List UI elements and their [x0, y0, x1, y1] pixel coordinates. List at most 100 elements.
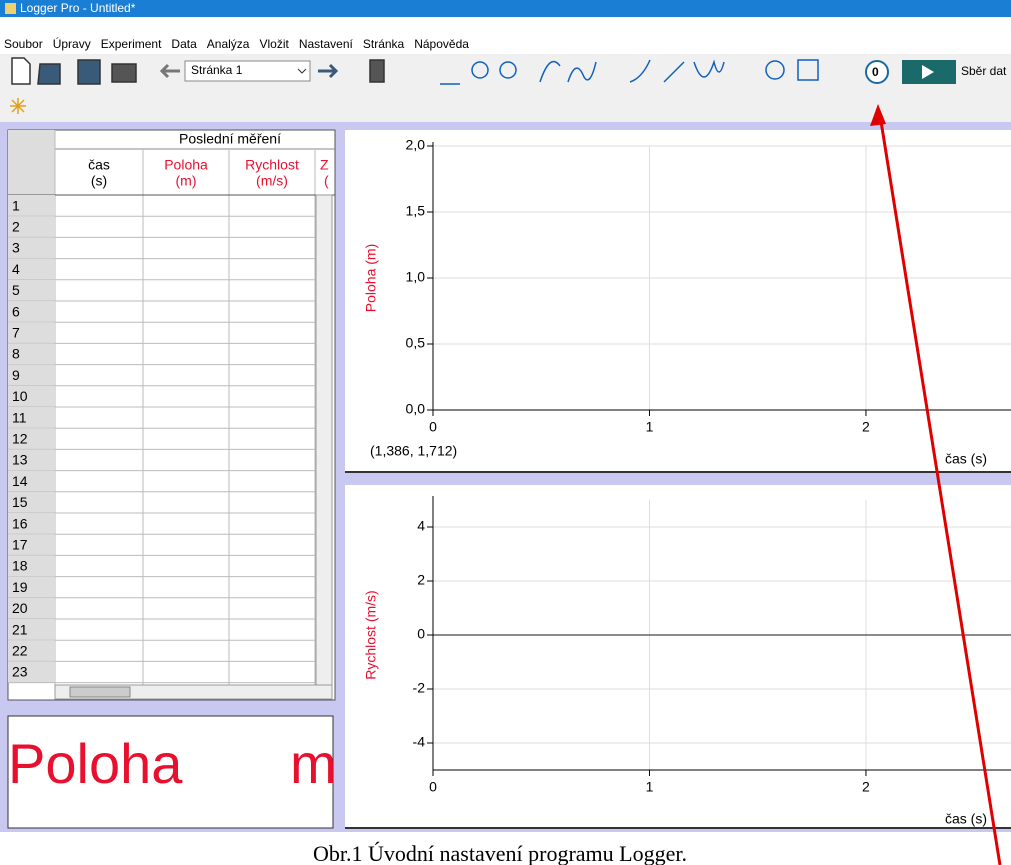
row-number: 9 [12, 367, 20, 383]
menu-item[interactable]: Soubor [4, 37, 43, 51]
row-header [8, 343, 55, 365]
row-number: 16 [12, 515, 28, 531]
row-number: 3 [12, 240, 20, 256]
x-tick-label: 2 [862, 419, 870, 435]
menu-item[interactable]: Nastavení [299, 37, 354, 51]
title-bar [0, 0, 1011, 17]
y-tick-label: 0,5 [406, 335, 426, 351]
y-tick-label: -2 [413, 680, 426, 696]
row-header [8, 513, 55, 535]
column-name: čas [88, 157, 110, 173]
y-tick-label: 2 [417, 572, 425, 588]
menu-item[interactable]: Úpravy [53, 36, 91, 51]
x-tick-label: 2 [862, 779, 870, 795]
graph-panel [345, 485, 1011, 828]
row-header [8, 534, 55, 556]
x-tick-label: 1 [646, 419, 654, 435]
column-name: Z [320, 157, 329, 173]
column-unit: ( [324, 173, 329, 189]
x-axis-label: čas (s) [945, 451, 987, 467]
row-header [8, 322, 55, 344]
row-header [8, 279, 55, 301]
x-tick-label: 0 [429, 779, 437, 795]
x-tick-label: 0 [429, 419, 437, 435]
column-name: Poloha [164, 157, 208, 173]
row-number: 21 [12, 621, 28, 637]
row-number: 4 [12, 261, 20, 277]
y-tick-label: 1,5 [406, 203, 426, 219]
document-area [0, 832, 1011, 865]
caption: Obr.1 Úvodní nastavení programu Logger. [313, 841, 687, 865]
meter-unit: m [290, 732, 337, 795]
cursor-readout: (1,386, 1,712) [370, 443, 457, 459]
annotation-arrow [870, 104, 1002, 865]
menu-item[interactable]: Experiment [101, 37, 162, 51]
row-header [8, 597, 55, 619]
row-header [8, 555, 55, 577]
row-number: 11 [12, 409, 27, 425]
menu-item[interactable]: Stránka [363, 37, 405, 51]
toolbar [0, 54, 1011, 122]
y-tick-label: -4 [413, 734, 426, 750]
graph-panel [345, 130, 1011, 472]
row-header [8, 619, 55, 641]
row-header [8, 301, 55, 323]
table-corner [8, 130, 55, 195]
menu-item[interactable]: Analýza [207, 37, 250, 51]
row-header [8, 407, 55, 429]
menu-item[interactable]: Nápověda [414, 37, 469, 51]
row-number: 1 [12, 197, 20, 213]
row-number: 14 [12, 473, 28, 489]
row-header [8, 576, 55, 598]
row-number: 2 [12, 219, 20, 235]
row-header [8, 385, 55, 407]
table-panel [7, 129, 336, 701]
row-number: 10 [12, 388, 28, 404]
y-axis-label: Rychlost (m/s) [363, 590, 379, 679]
row-header [8, 661, 55, 683]
x-tick-label: 1 [646, 779, 654, 795]
app-icon [5, 3, 16, 14]
meter-label: Poloha [8, 732, 183, 795]
collect-button[interactable]: Sběr dat [961, 64, 1007, 78]
row-header [8, 470, 55, 492]
menu-item[interactable]: Vložit [259, 37, 289, 51]
row-header [8, 195, 55, 217]
row-number: 12 [12, 431, 28, 447]
row-number: 7 [12, 325, 20, 341]
y-tick-label: 1,0 [406, 269, 426, 285]
row-header [8, 364, 55, 386]
column-unit: (m/s) [256, 173, 288, 189]
row-number: 13 [12, 452, 28, 468]
row-number: 19 [12, 579, 28, 595]
row-number: 6 [12, 303, 20, 319]
column-name: Rychlost [245, 157, 299, 173]
row-header [8, 216, 55, 238]
column-unit: (s) [91, 173, 107, 189]
row-number: 23 [12, 664, 28, 680]
y-tick-label: 2,0 [406, 137, 426, 153]
zero-button[interactable]: 0 [872, 65, 879, 79]
row-header [8, 237, 55, 259]
y-tick-label: 0,0 [406, 401, 426, 417]
page-select[interactable]: Stránka 1 [191, 63, 243, 77]
row-number: 17 [12, 537, 28, 553]
row-number: 15 [12, 494, 28, 510]
row-header [8, 491, 55, 513]
scroll-thumb [69, 686, 131, 698]
column-unit: (m) [176, 173, 197, 189]
row-number: 22 [12, 643, 28, 659]
row-header [8, 428, 55, 450]
row-number: 18 [12, 558, 28, 574]
row-header [8, 449, 55, 471]
window-title: Logger Pro - Untitled* [20, 1, 136, 15]
toolbar-icons [10, 57, 956, 114]
y-axis-label: Poloha (m) [363, 244, 379, 312]
x-axis-label: čas (s) [945, 811, 987, 827]
row-number: 8 [12, 346, 20, 362]
y-tick-label: 0 [417, 626, 425, 642]
menu-item[interactable]: Data [171, 37, 197, 51]
row-header [8, 258, 55, 280]
